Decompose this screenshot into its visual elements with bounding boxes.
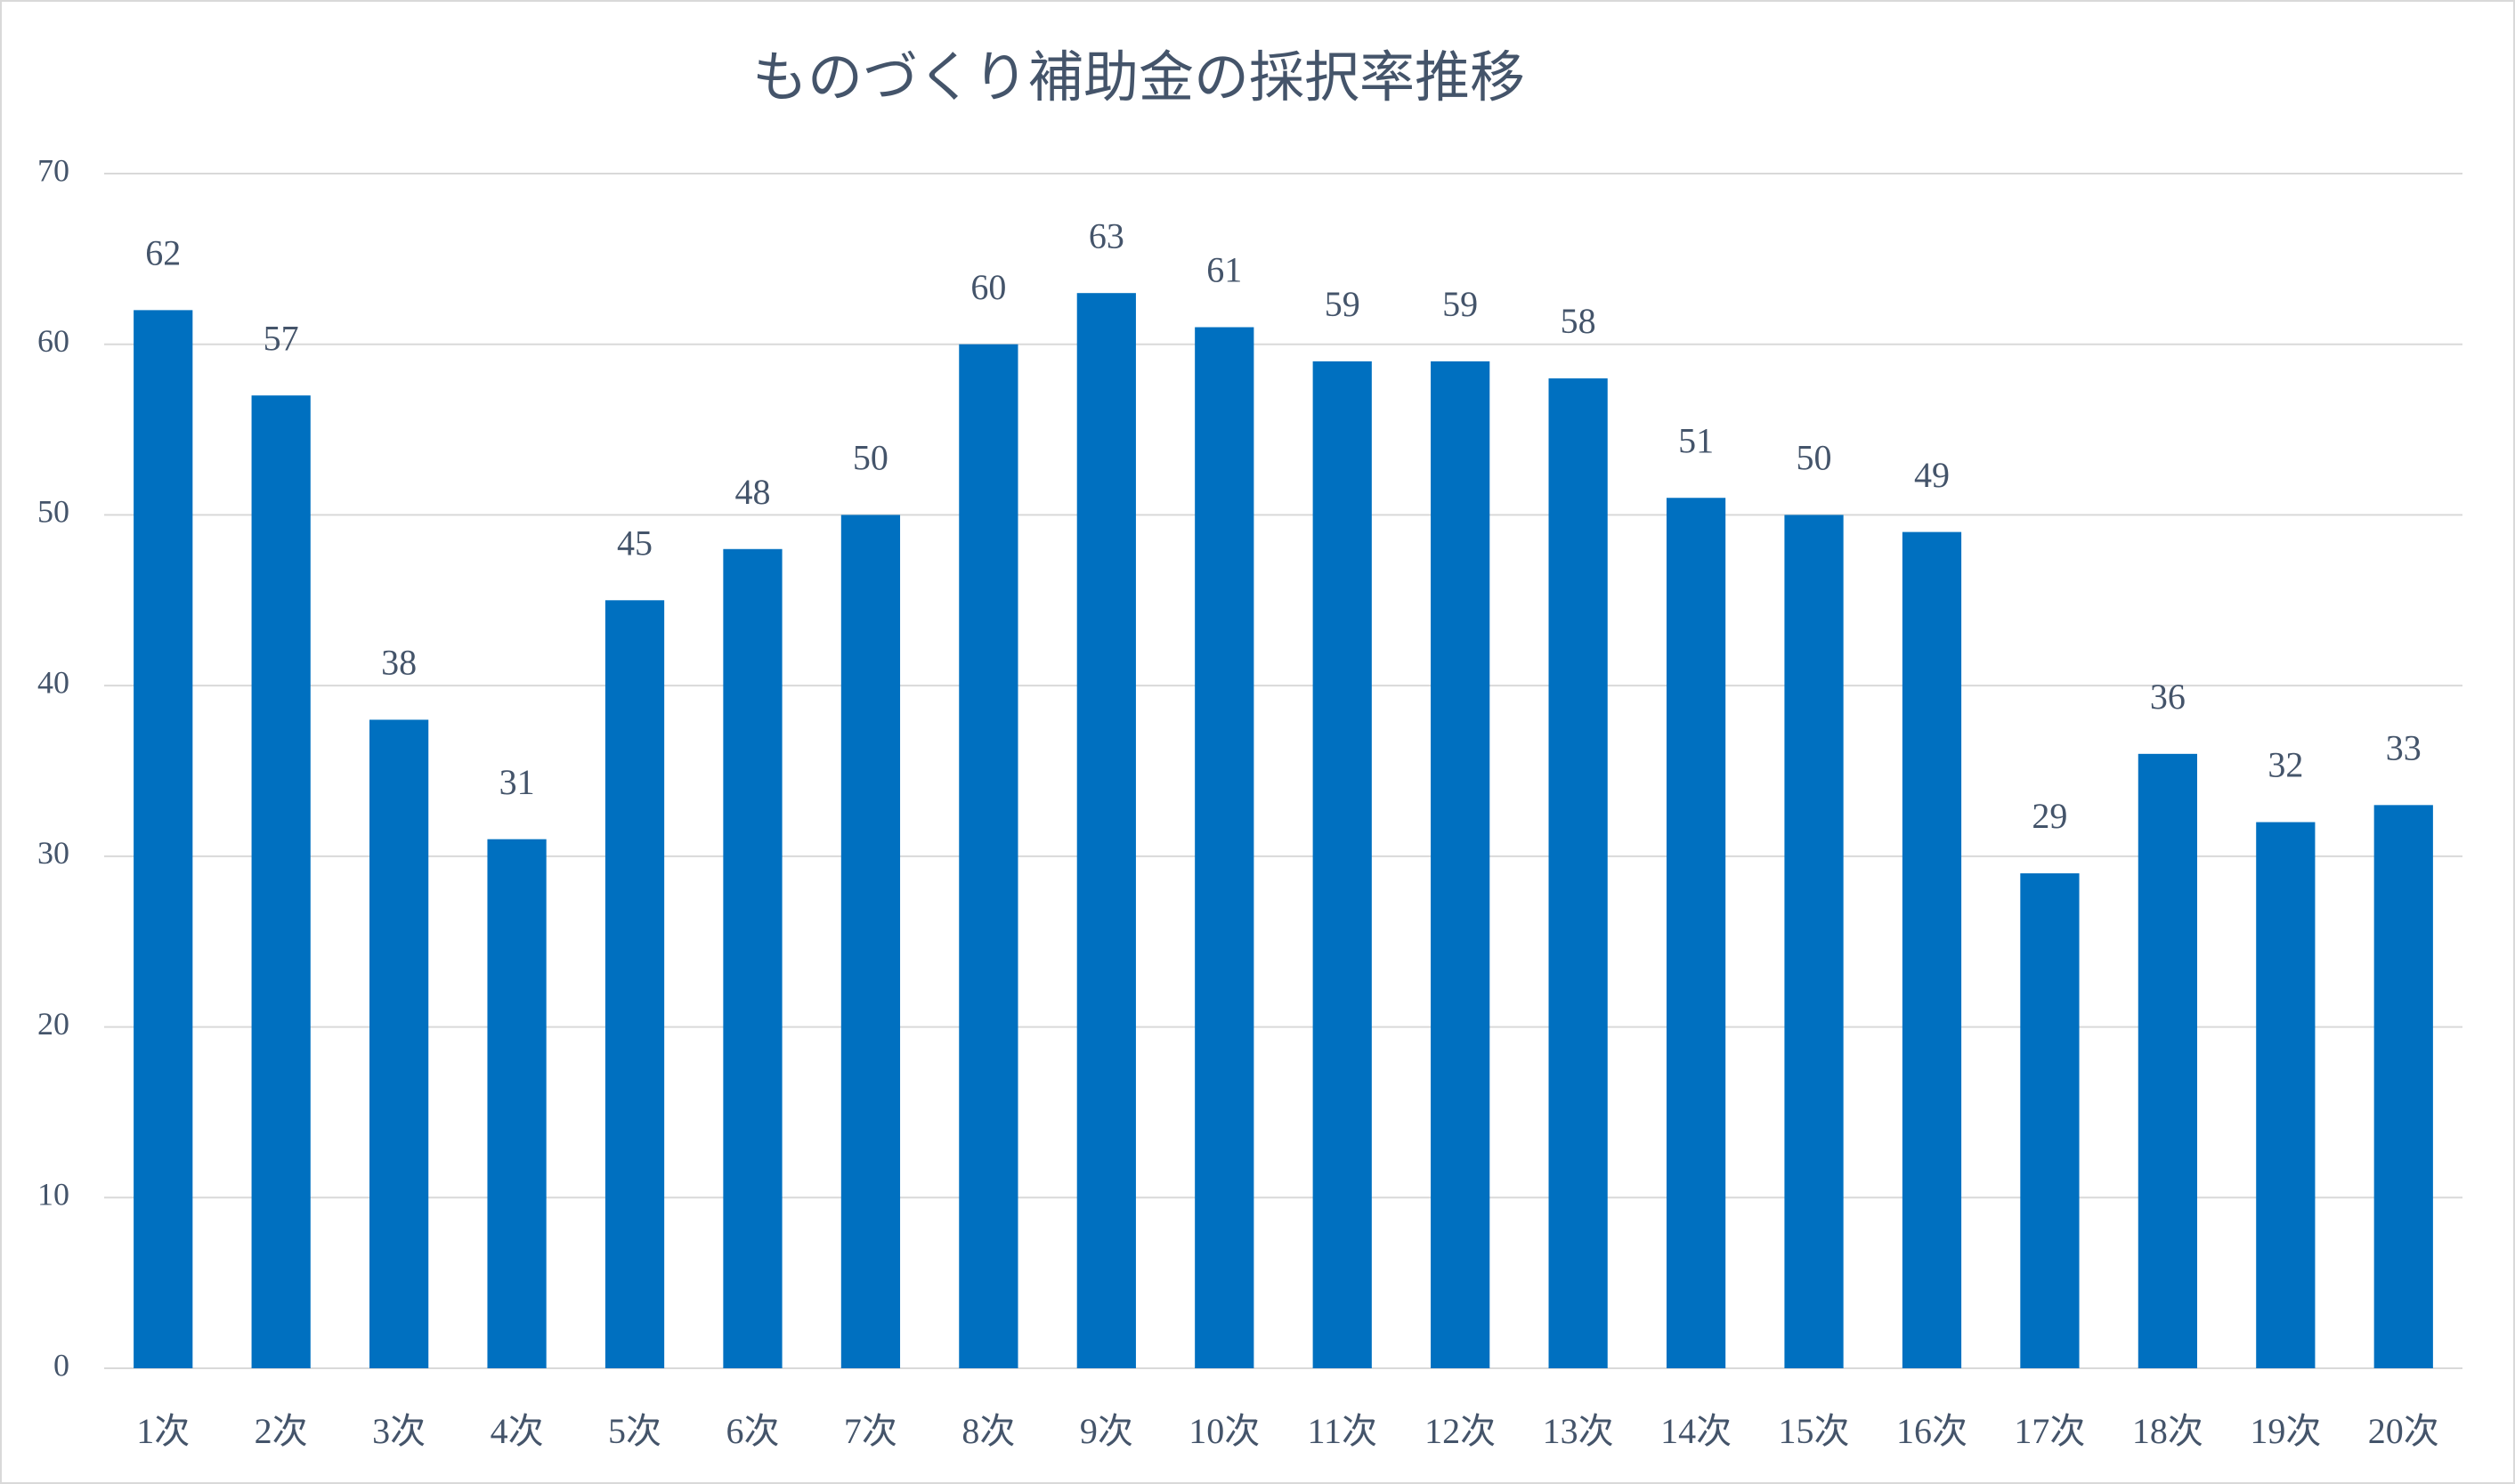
- x-tick-label: 11次: [1307, 1411, 1377, 1451]
- data-label: 32: [2268, 745, 2303, 785]
- y-tick-label: 30: [37, 835, 69, 871]
- data-label: 63: [1089, 215, 1124, 255]
- data-label: 50: [1797, 438, 1832, 478]
- x-tick-label: 6次: [726, 1411, 779, 1451]
- bar: [251, 395, 311, 1369]
- x-tick-label: 18次: [2132, 1411, 2203, 1451]
- data-label: 62: [145, 233, 181, 273]
- data-label: 36: [2150, 677, 2186, 717]
- x-tick-label: 1次: [136, 1411, 190, 1451]
- data-label: 48: [734, 472, 770, 512]
- data-label: 59: [1325, 284, 1360, 324]
- x-tick-label: 19次: [2250, 1411, 2321, 1451]
- y-tick-label: 70: [37, 152, 69, 188]
- x-tick-label: 7次: [844, 1411, 897, 1451]
- x-tick-label: 13次: [1543, 1411, 1614, 1451]
- x-tick-label: 14次: [1660, 1411, 1732, 1451]
- data-label: 31: [499, 762, 535, 802]
- bar: [1076, 293, 1136, 1369]
- x-tick-label: 16次: [1896, 1411, 1967, 1451]
- bar: [487, 839, 547, 1368]
- bar: [1666, 498, 1726, 1368]
- bar: [1312, 361, 1372, 1368]
- bar: [1431, 361, 1490, 1368]
- data-label: 57: [264, 318, 299, 358]
- data-label: 51: [1678, 420, 1714, 460]
- x-tick-label: 2次: [255, 1411, 308, 1451]
- x-tick-label: 10次: [1189, 1411, 1260, 1451]
- data-label: 45: [617, 523, 653, 563]
- y-tick-label: 40: [37, 664, 69, 700]
- x-tick-label: 5次: [608, 1411, 661, 1451]
- y-tick-label: 60: [37, 323, 69, 359]
- bar: [840, 515, 901, 1368]
- y-tick-label: 0: [53, 1347, 69, 1383]
- x-tick-label: 20次: [2368, 1411, 2439, 1451]
- bar: [134, 310, 193, 1368]
- bar: [369, 719, 429, 1368]
- x-tick-label: 15次: [1779, 1411, 1850, 1451]
- y-tick-label: 20: [37, 1006, 69, 1042]
- bar: [2256, 822, 2316, 1368]
- data-label: 59: [1442, 284, 1478, 324]
- data-label: 29: [2032, 796, 2067, 836]
- bar: [2138, 753, 2197, 1368]
- x-tick-label: 9次: [1080, 1411, 1133, 1451]
- bar: [2373, 805, 2433, 1368]
- bar: [1784, 515, 1844, 1368]
- bar: [1902, 531, 1962, 1368]
- data-label: 60: [970, 267, 1006, 307]
- bar: [2020, 873, 2080, 1368]
- x-tick-label: 12次: [1424, 1411, 1496, 1451]
- data-label: 61: [1206, 250, 1242, 290]
- data-label: 38: [381, 643, 417, 683]
- bar: [1195, 327, 1254, 1368]
- x-tick-label: 8次: [961, 1411, 1015, 1451]
- bar: [959, 344, 1018, 1368]
- bar: [723, 548, 783, 1368]
- y-tick-label: 10: [37, 1177, 69, 1212]
- data-label: 50: [853, 438, 888, 478]
- data-label: 58: [1561, 301, 1596, 341]
- x-tick-label: 3次: [372, 1411, 426, 1451]
- bar: [1548, 378, 1608, 1368]
- x-tick-label: 17次: [2014, 1411, 2085, 1451]
- bar: [604, 600, 665, 1368]
- x-tick-label: 4次: [491, 1411, 544, 1451]
- data-label: 49: [1914, 455, 1950, 495]
- data-label: 33: [2386, 728, 2422, 768]
- y-tick-label: 50: [37, 494, 69, 530]
- chart-title: ものづくり補助金の採択率推移: [752, 48, 1525, 109]
